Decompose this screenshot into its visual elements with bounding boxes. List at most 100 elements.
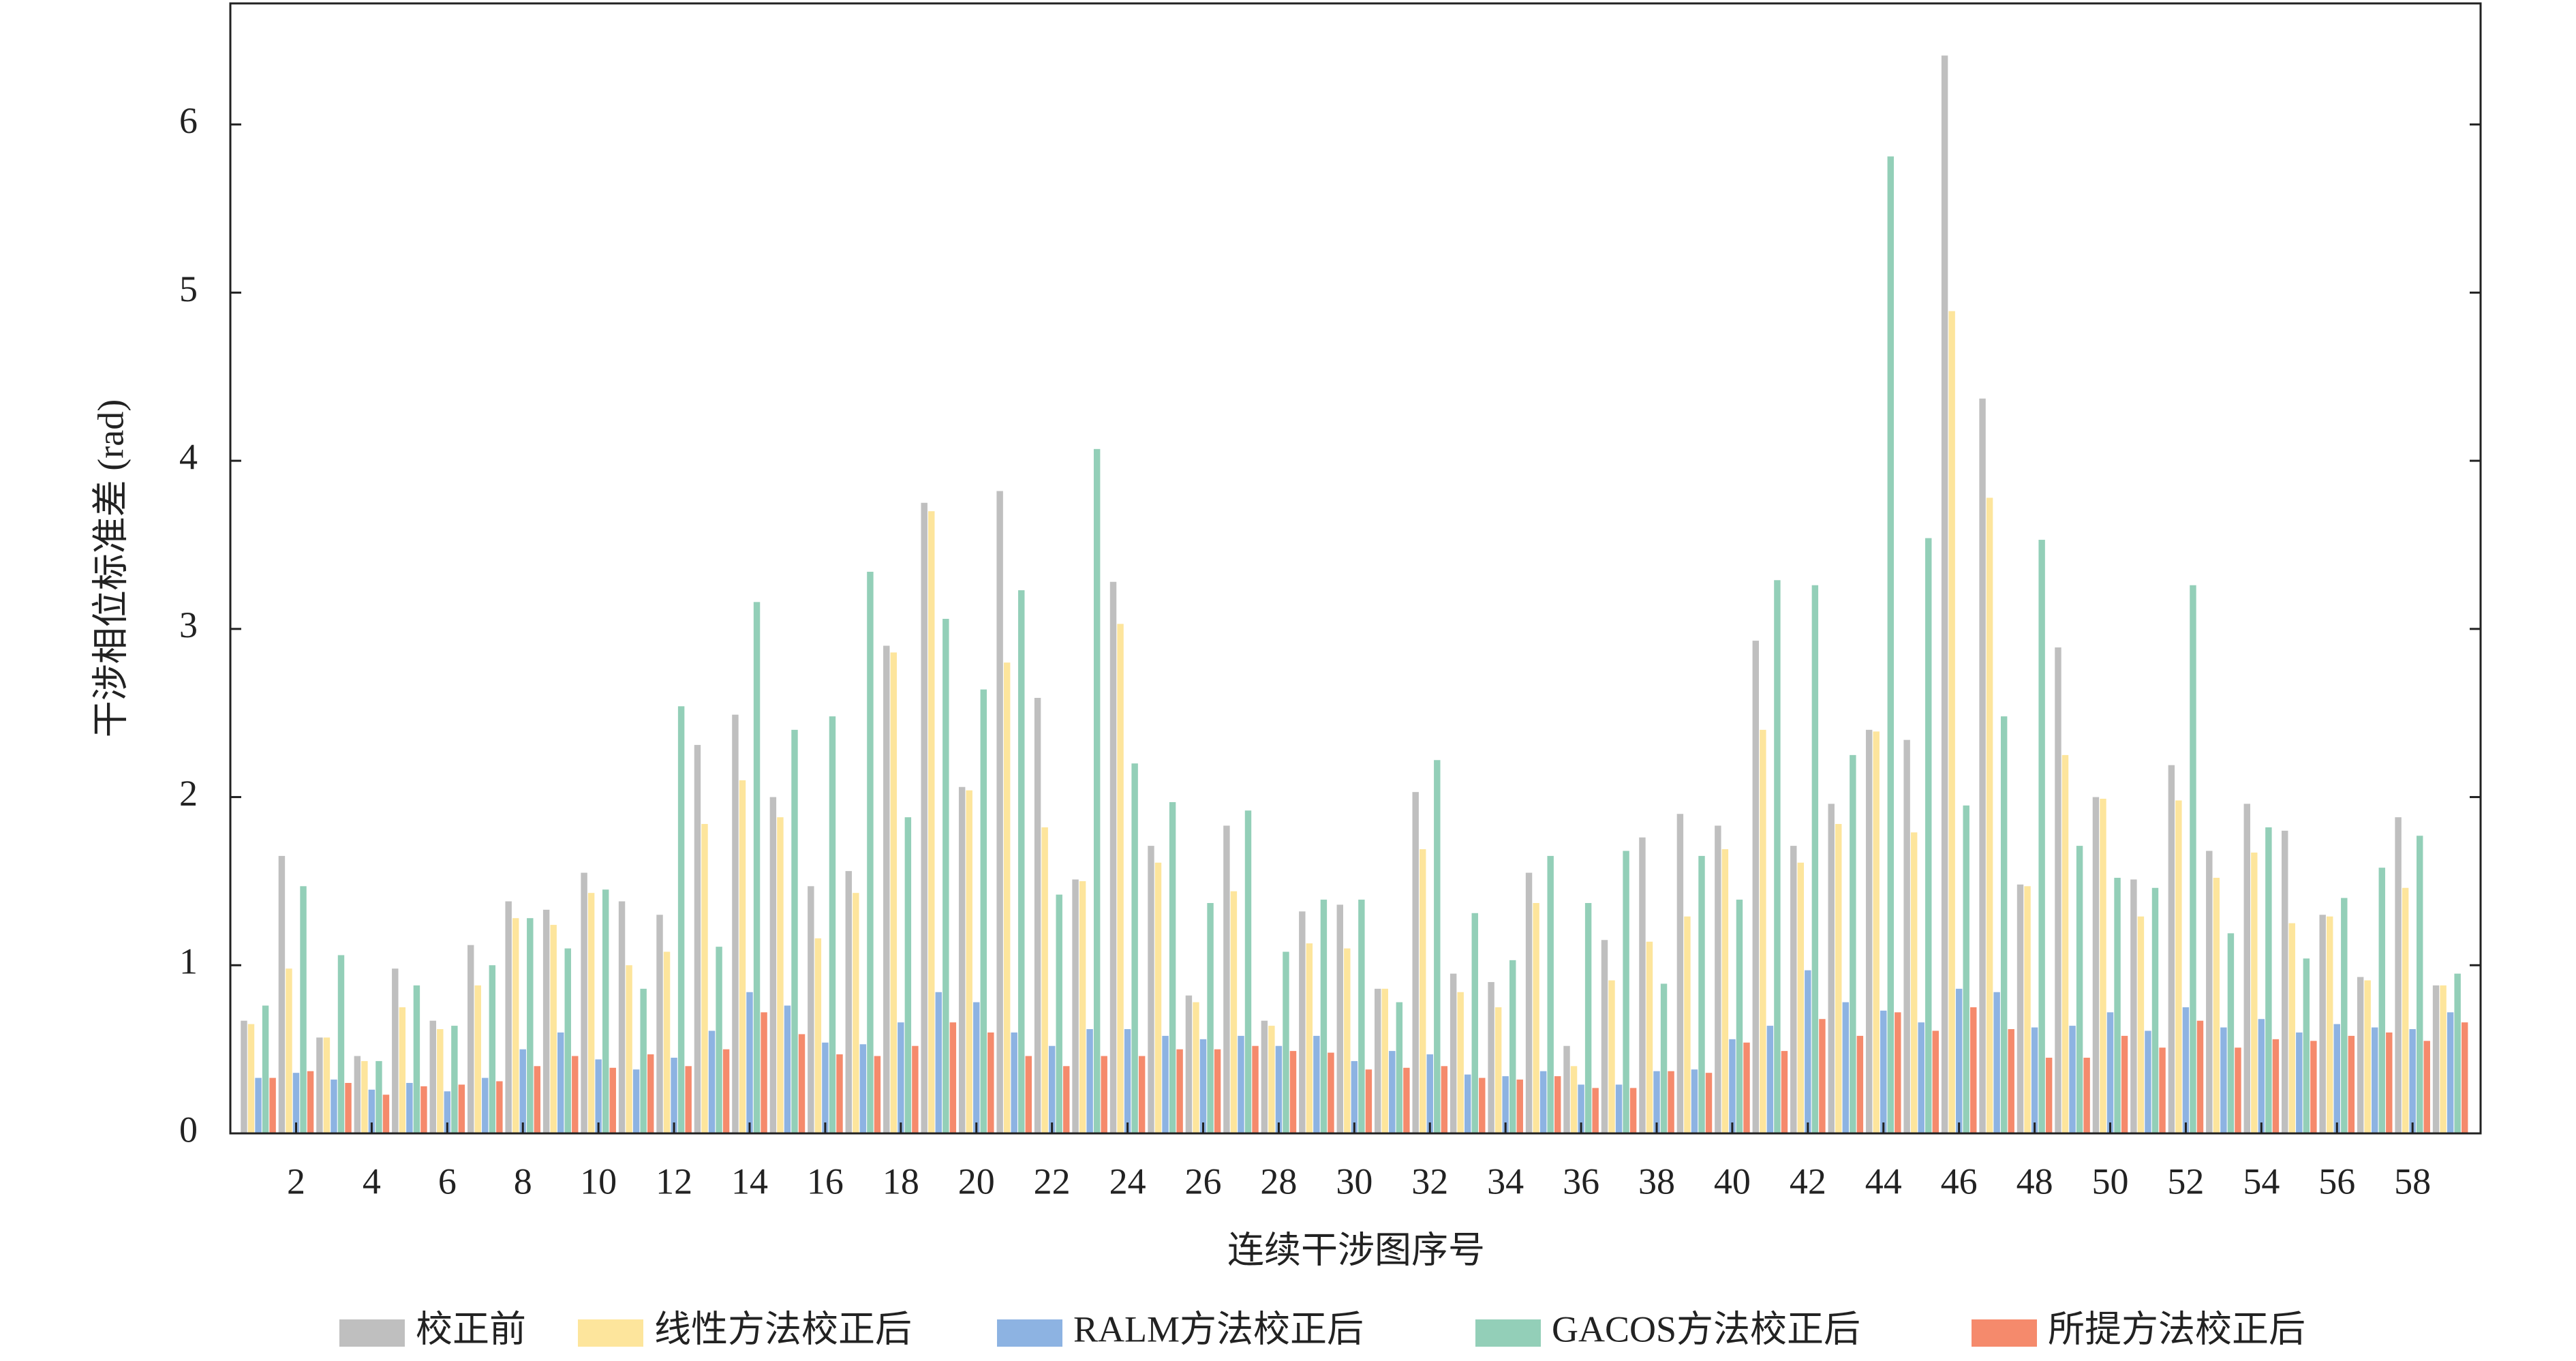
bar	[973, 1002, 980, 1133]
bar	[1781, 1051, 1788, 1133]
bar	[2432, 985, 2440, 1133]
bar	[2319, 915, 2326, 1133]
bar	[2402, 887, 2409, 1133]
bar	[1018, 590, 1025, 1133]
bar	[2372, 1027, 2378, 1133]
bar	[1154, 862, 1162, 1133]
bar	[337, 955, 345, 1133]
bar	[292, 1073, 300, 1133]
bar	[1639, 837, 1646, 1133]
bar	[2024, 886, 2031, 1133]
bar	[368, 1089, 375, 1133]
x-tick-label: 38	[1638, 1161, 1675, 1202]
bar	[1760, 729, 1766, 1133]
bar	[2190, 585, 2196, 1133]
bar	[1660, 983, 1668, 1133]
x-tick-label: 26	[1185, 1161, 1222, 1202]
bar	[1963, 805, 1969, 1133]
bar	[2409, 1029, 2416, 1133]
bar	[1729, 1039, 1736, 1133]
bar	[609, 1067, 616, 1133]
legend-label: 所提方法校正后	[2048, 1309, 2305, 1349]
bar	[716, 947, 722, 1133]
bar	[1516, 1080, 1523, 1133]
y-tick-label: 5	[179, 269, 198, 309]
bar	[1351, 1060, 1358, 1133]
bar	[632, 1069, 640, 1133]
bar	[904, 817, 912, 1133]
bar	[323, 1037, 331, 1133]
bar	[732, 714, 739, 1133]
bar	[1056, 894, 1062, 1133]
x-tick-label: 4	[363, 1161, 381, 1202]
bar	[1011, 1032, 1017, 1133]
bar	[2416, 836, 2423, 1133]
bar	[1752, 641, 1760, 1133]
bar	[1925, 538, 1932, 1133]
y-tick-label: 6	[179, 100, 198, 141]
x-tick-label: 50	[2092, 1161, 2129, 1202]
bar	[2282, 830, 2288, 1133]
y-axis-label: 干涉相位标准差 (rad)	[90, 399, 131, 737]
bar	[1169, 801, 1176, 1133]
bar	[2121, 1035, 2128, 1133]
bar	[829, 716, 836, 1133]
bar	[1979, 398, 1986, 1133]
bar	[1244, 810, 1252, 1133]
bar	[420, 1086, 427, 1133]
bar	[2333, 1024, 2340, 1133]
bar	[1275, 1045, 1283, 1133]
bar	[761, 1012, 767, 1133]
bar	[2357, 977, 2364, 1133]
x-tick-label: 16	[807, 1161, 844, 1202]
bar	[640, 988, 647, 1133]
bar	[345, 1082, 352, 1133]
bar	[1539, 1071, 1547, 1133]
bar	[375, 1060, 382, 1133]
bar	[1993, 992, 2000, 1133]
bar	[247, 1024, 255, 1133]
bar	[769, 797, 777, 1133]
bar	[2151, 887, 2159, 1133]
bar	[890, 652, 898, 1133]
bar	[1365, 1069, 1373, 1133]
bar	[814, 938, 822, 1133]
x-tick-label: 28	[1260, 1161, 1297, 1202]
bar	[1615, 1084, 1623, 1133]
bar	[2461, 1022, 2468, 1133]
bar	[1358, 900, 1365, 1133]
bar	[949, 1022, 957, 1133]
bar	[1079, 881, 1086, 1133]
x-tick-label: 8	[514, 1161, 532, 1202]
bar	[307, 1071, 314, 1133]
bar	[784, 1005, 791, 1133]
bar	[1063, 1066, 1070, 1133]
bar	[2055, 647, 2061, 1133]
bar	[1601, 940, 1608, 1133]
bar	[392, 968, 399, 1133]
bar	[1715, 825, 1721, 1133]
bar	[722, 1049, 730, 1133]
bar	[1138, 1056, 1146, 1133]
bar	[1268, 1026, 1275, 1133]
bar	[1214, 1049, 1221, 1133]
bar	[980, 689, 987, 1133]
bar	[406, 1082, 413, 1133]
bar	[2008, 1029, 2014, 1133]
bar	[413, 985, 420, 1133]
bar	[2272, 1039, 2280, 1133]
bar	[1766, 1026, 1774, 1133]
bar	[1774, 580, 1781, 1133]
bar	[777, 817, 784, 1133]
bar	[656, 915, 663, 1133]
bar	[1048, 1045, 1056, 1133]
bar	[822, 1042, 829, 1133]
legend-swatch	[997, 1319, 1062, 1347]
x-tick-label: 14	[731, 1161, 768, 1202]
bar	[701, 824, 708, 1133]
bar	[1289, 1051, 1297, 1133]
bar	[1811, 585, 1819, 1133]
bar	[505, 901, 512, 1133]
bar	[1025, 1056, 1032, 1133]
